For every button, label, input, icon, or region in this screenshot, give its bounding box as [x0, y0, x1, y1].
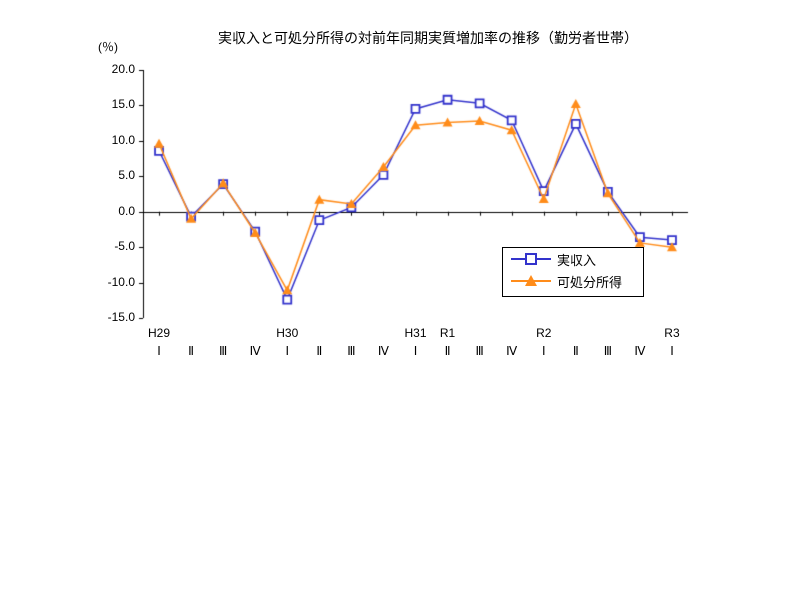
x-quarter-label: Ⅲ: [596, 344, 620, 358]
legend-item-1: 可処分所得: [503, 270, 643, 292]
x-quarter-label: Ⅰ: [275, 344, 299, 358]
x-era-label: R3: [652, 326, 692, 340]
x-quarter-label: Ⅱ: [307, 344, 331, 358]
x-quarter-label: Ⅲ: [211, 344, 235, 358]
legend: 実収入 可処分所得: [502, 247, 644, 297]
y-tick-label: 15.0: [91, 97, 135, 111]
legend-item-0: 実収入: [503, 248, 643, 270]
x-quarter-label: Ⅳ: [628, 344, 652, 358]
y-tick-label: 20.0: [91, 62, 135, 76]
x-quarter-label: Ⅱ: [436, 344, 460, 358]
x-quarter-label: Ⅳ: [243, 344, 267, 358]
x-quarter-label: Ⅰ: [404, 344, 428, 358]
y-tick-label: 0.0: [91, 204, 135, 218]
y-tick-label: 10.0: [91, 133, 135, 147]
y-tick-label: -10.0: [91, 275, 135, 289]
x-quarter-label: Ⅰ: [147, 344, 171, 358]
x-era-label: R1: [428, 326, 468, 340]
x-quarter-label: Ⅲ: [468, 344, 492, 358]
legend-square-icon: [525, 253, 537, 265]
x-quarter-label: Ⅳ: [500, 344, 524, 358]
x-quarter-label: Ⅳ: [371, 344, 395, 358]
y-tick-label: -5.0: [91, 239, 135, 253]
legend-triangle-icon: [525, 275, 537, 286]
x-quarter-label: Ⅰ: [532, 344, 556, 358]
chart-canvas: [0, 0, 786, 612]
x-quarter-label: Ⅱ: [564, 344, 588, 358]
legend-label-1: 可処分所得: [557, 272, 622, 291]
x-quarter-label: Ⅱ: [179, 344, 203, 358]
y-tick-label: 5.0: [91, 168, 135, 182]
x-quarter-label: Ⅰ: [660, 344, 684, 358]
x-era-label: H29: [139, 326, 179, 340]
legend-label-0: 実収入: [557, 250, 596, 269]
y-tick-label: -15.0: [91, 310, 135, 324]
x-era-label: H30: [267, 326, 307, 340]
x-quarter-label: Ⅲ: [339, 344, 363, 358]
x-era-label: R2: [524, 326, 564, 340]
